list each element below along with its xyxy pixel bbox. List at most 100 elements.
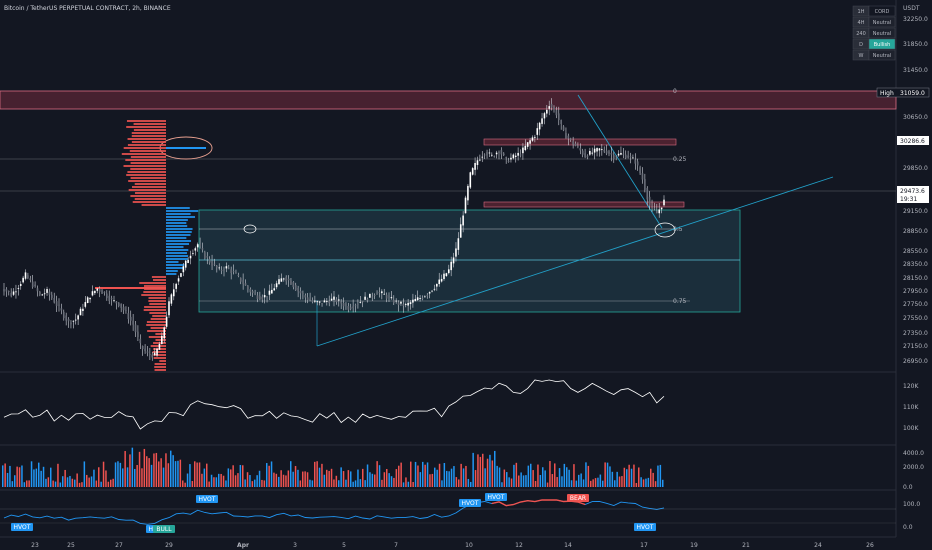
svg-text:240: 240: [856, 31, 866, 37]
volume-bar: [383, 472, 386, 487]
candle-body: [127, 313, 130, 320]
time-tick-label: 24: [814, 542, 822, 549]
candle-body: [450, 261, 452, 271]
volume-bar: [246, 472, 249, 487]
candle-body: [146, 351, 149, 353]
volume-bar: [431, 473, 434, 487]
vp-bar-sell: [128, 189, 166, 191]
candle-body: [658, 209, 661, 214]
svg-text:Neutral: Neutral: [873, 53, 891, 59]
candle-body: [196, 244, 199, 248]
indicator-annotation[interactable]: BEAR: [567, 494, 589, 502]
volume-bar: [254, 479, 256, 487]
volume-bar: [316, 461, 318, 487]
volume-bar: [78, 482, 81, 487]
volume-bar: [215, 477, 218, 487]
indicator-annotation[interactable]: BULL: [153, 525, 175, 533]
volume-bar: [462, 468, 465, 487]
volume-bar: [604, 462, 606, 487]
volume-bar: [448, 471, 450, 487]
candlestick-series: [3, 98, 665, 361]
volume-bar: [57, 463, 59, 487]
volume-bar: [417, 465, 419, 487]
chart-title: Bitcoin / TetherUS PERPETUAL CONTRACT, 2…: [4, 5, 171, 12]
candle-body: [299, 290, 302, 294]
vp-bar-sell: [95, 287, 166, 289]
volume-bar: [33, 469, 35, 487]
volume-bar: [134, 468, 136, 487]
ascending-trendline[interactable]: [316, 176, 834, 347]
volume-bar: [472, 452, 474, 487]
candle-body: [538, 122, 541, 130]
volume-bar: [441, 480, 443, 487]
price-tick-label: 28850.0: [903, 228, 928, 235]
volume-bar: [62, 476, 64, 487]
indicator-annotation[interactable]: HVOT: [634, 523, 656, 531]
candle-body: [479, 159, 481, 161]
support-zone[interactable]: [483, 201, 685, 208]
candle-body: [39, 291, 41, 295]
candle-body: [383, 293, 386, 295]
volume-bar: [515, 462, 518, 487]
volume-bar: [371, 473, 374, 487]
trend-table: 1H CORD 4H Neutral 240 Neutral D Bullish W Neutra…: [852, 5, 896, 61]
candle-body: [431, 290, 433, 292]
volume-tick-label: 0.0: [903, 484, 913, 491]
indicator-annotation[interactable]: HVOT: [459, 499, 481, 507]
highlight-circle-left[interactable]: [243, 224, 257, 234]
volume-bar: [340, 467, 342, 487]
candle-body: [471, 168, 474, 175]
volume-bar: [640, 477, 642, 487]
volume-bar: [273, 472, 275, 487]
indicator-annotation[interactable]: HVOT: [11, 523, 33, 531]
indicator-annotation[interactable]: HVOT: [485, 493, 507, 501]
volume-bar: [606, 462, 609, 487]
candle-body: [524, 145, 527, 151]
volume-bar: [174, 461, 177, 487]
range-box[interactable]: [198, 209, 741, 313]
candle-body: [278, 279, 280, 285]
candle-body: [330, 298, 333, 301]
volume-bar: [510, 478, 513, 487]
volume-bar: [628, 464, 630, 487]
volume-bar: [647, 477, 650, 487]
candle-body: [172, 289, 175, 297]
candle-body: [141, 345, 144, 350]
candle-body: [187, 259, 189, 263]
vp-bar-sell: [127, 144, 166, 146]
price-tick-label: 31850.0: [903, 41, 928, 48]
indicator-annotation[interactable]: HVOT: [196, 495, 218, 503]
svg-text:Bullish: Bullish: [874, 42, 891, 48]
descending-trendline[interactable]: [577, 94, 663, 229]
svg-text:W: W: [859, 53, 864, 59]
candle-body: [53, 297, 56, 303]
candle-body: [404, 304, 407, 305]
vp-bar-sell: [153, 279, 166, 281]
candle-body: [581, 150, 584, 155]
resistance-zone[interactable]: [483, 138, 677, 146]
price-tag-current-value: 29473.6: [900, 188, 925, 195]
time-tick-label: Apr: [237, 542, 249, 549]
candle-body: [392, 299, 395, 303]
candle-body: [557, 113, 560, 121]
candle-body: [189, 255, 192, 259]
highlight-circle-right[interactable]: [654, 222, 676, 238]
volume-bar: [621, 476, 623, 487]
volume-bar: [374, 474, 376, 487]
candle-body: [426, 294, 429, 296]
svg-text:Neutral: Neutral: [873, 31, 891, 37]
volume-bar: [494, 450, 496, 487]
candle-body: [323, 300, 326, 303]
candle-body: [180, 273, 182, 277]
candle-body: [512, 154, 515, 159]
candle-body: [297, 288, 299, 292]
supply-zone-high[interactable]: [0, 90, 897, 110]
candle-body: [314, 300, 316, 302]
candle-body: [247, 286, 249, 290]
vp-bar-sell: [129, 150, 166, 152]
volume-bar: [278, 476, 280, 487]
vp-bar-buy: [166, 234, 191, 236]
volume-bar: [426, 462, 429, 487]
candle-body: [58, 304, 60, 306]
volume-bar: [172, 455, 174, 487]
